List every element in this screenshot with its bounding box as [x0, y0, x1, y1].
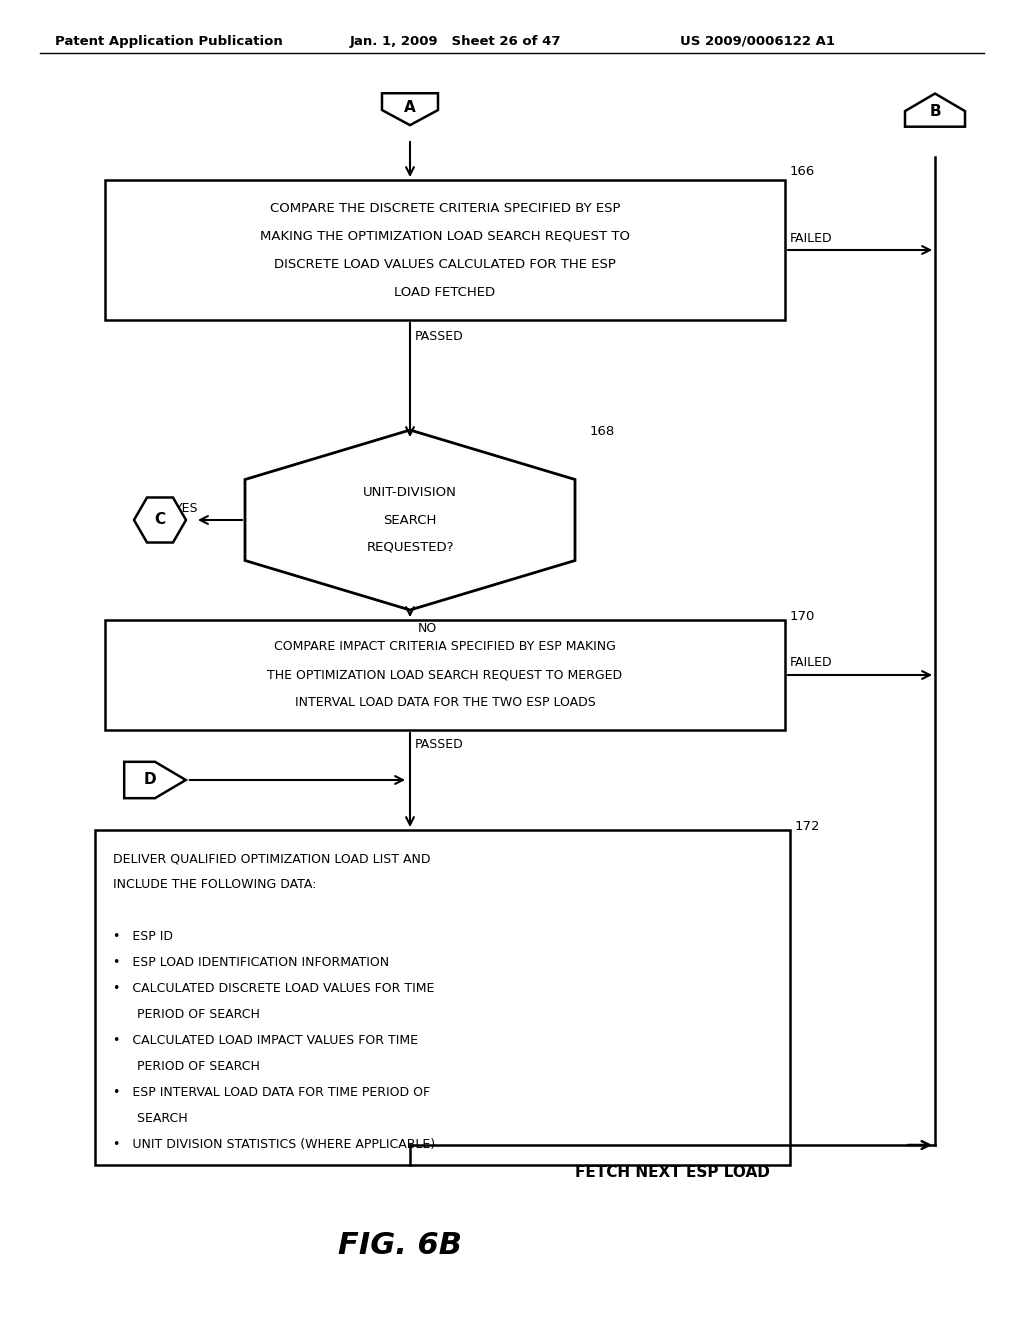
Bar	[105, 620, 785, 730]
Text: A: A	[404, 100, 416, 115]
Polygon shape	[245, 430, 575, 610]
Text: D: D	[144, 772, 157, 788]
Text: LOAD FETCHED: LOAD FETCHED	[394, 285, 496, 298]
Text: 170: 170	[790, 610, 815, 623]
Text: PERIOD OF SEARCH: PERIOD OF SEARCH	[113, 1008, 260, 1020]
Text: SEARCH: SEARCH	[113, 1111, 187, 1125]
Text: •   ESP LOAD IDENTIFICATION INFORMATION: • ESP LOAD IDENTIFICATION INFORMATION	[113, 956, 389, 969]
Text: Jan. 1, 2009   Sheet 26 of 47: Jan. 1, 2009 Sheet 26 of 47	[350, 36, 561, 48]
Polygon shape	[124, 762, 185, 799]
Text: •   CALCULATED DISCRETE LOAD VALUES FOR TIME: • CALCULATED DISCRETE LOAD VALUES FOR TI…	[113, 982, 434, 995]
Text: FAILED: FAILED	[790, 656, 833, 669]
Text: SEARCH: SEARCH	[383, 513, 436, 527]
Text: US 2009/0006122 A1: US 2009/0006122 A1	[680, 36, 835, 48]
Text: THE OPTIMIZATION LOAD SEARCH REQUEST TO MERGED: THE OPTIMIZATION LOAD SEARCH REQUEST TO …	[267, 668, 623, 681]
Text: UNIT-DIVISION: UNIT-DIVISION	[364, 487, 457, 499]
Text: INCLUDE THE FOLLOWING DATA:: INCLUDE THE FOLLOWING DATA:	[113, 878, 316, 891]
Text: MAKING THE OPTIMIZATION LOAD SEARCH REQUEST TO: MAKING THE OPTIMIZATION LOAD SEARCH REQU…	[260, 230, 630, 243]
Text: C: C	[155, 512, 166, 528]
Text: YES: YES	[175, 502, 199, 515]
Polygon shape	[134, 498, 186, 543]
Text: PASSED: PASSED	[415, 738, 464, 751]
Text: •   UNIT DIVISION STATISTICS (WHERE APPLICABLE): • UNIT DIVISION STATISTICS (WHERE APPLIC…	[113, 1138, 435, 1151]
Text: 172: 172	[795, 820, 820, 833]
Text: PERIOD OF SEARCH: PERIOD OF SEARCH	[113, 1060, 260, 1073]
Text: 168: 168	[590, 425, 615, 438]
Text: 166: 166	[790, 165, 815, 178]
Text: •   CALCULATED LOAD IMPACT VALUES FOR TIME: • CALCULATED LOAD IMPACT VALUES FOR TIME	[113, 1034, 418, 1047]
Text: PASSED: PASSED	[415, 330, 464, 343]
Text: •   ESP INTERVAL LOAD DATA FOR TIME PERIOD OF: • ESP INTERVAL LOAD DATA FOR TIME PERIOD…	[113, 1086, 430, 1100]
Text: REQUESTED?: REQUESTED?	[367, 540, 454, 553]
Bar	[95, 830, 790, 1166]
Text: B: B	[929, 104, 941, 119]
Text: DISCRETE LOAD VALUES CALCULATED FOR THE ESP: DISCRETE LOAD VALUES CALCULATED FOR THE …	[274, 257, 616, 271]
Text: NO: NO	[418, 622, 437, 635]
Text: FETCH NEXT ESP LOAD: FETCH NEXT ESP LOAD	[575, 1166, 770, 1180]
Text: COMPARE IMPACT CRITERIA SPECIFIED BY ESP MAKING: COMPARE IMPACT CRITERIA SPECIFIED BY ESP…	[274, 640, 616, 653]
Text: DELIVER QUALIFIED OPTIMIZATION LOAD LIST AND: DELIVER QUALIFIED OPTIMIZATION LOAD LIST…	[113, 851, 430, 865]
Text: FAILED: FAILED	[790, 231, 833, 244]
Polygon shape	[905, 94, 965, 127]
Polygon shape	[382, 94, 438, 125]
Bar	[105, 180, 785, 319]
Text: FIG. 6B: FIG. 6B	[338, 1230, 462, 1259]
Text: Patent Application Publication: Patent Application Publication	[55, 36, 283, 48]
Text: COMPARE THE DISCRETE CRITERIA SPECIFIED BY ESP: COMPARE THE DISCRETE CRITERIA SPECIFIED …	[269, 202, 621, 214]
Text: INTERVAL LOAD DATA FOR THE TWO ESP LOADS: INTERVAL LOAD DATA FOR THE TWO ESP LOADS	[295, 697, 595, 710]
Text: •   ESP ID: • ESP ID	[113, 931, 173, 942]
